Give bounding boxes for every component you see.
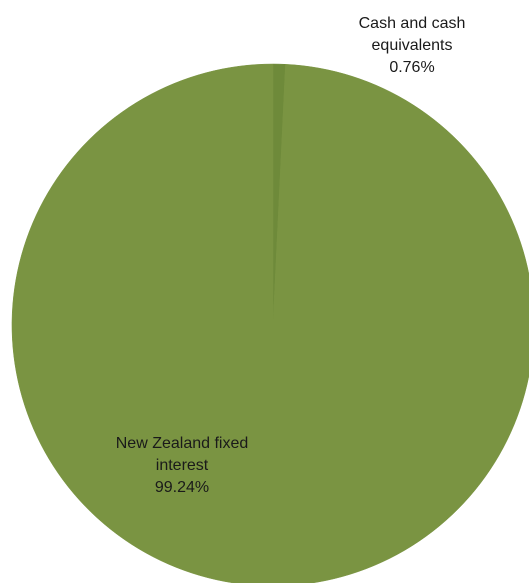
pie-slice-new-zealand-fixed-interest	[11, 63, 529, 583]
data-label-line: New Zealand fixed	[116, 435, 249, 452]
data-label-line: equivalents	[372, 37, 453, 54]
data-label-new-zealand-fixed-interest: New Zealand fixed interest 99.24%	[116, 435, 249, 496]
pie-slices	[11, 63, 529, 583]
data-label-line: 99.24%	[155, 479, 209, 496]
data-label-line: Cash and cash	[359, 15, 466, 32]
data-label-cash-and-cash-equivalents: Cash and cash equivalents 0.76%	[359, 15, 466, 76]
data-label-line: 0.76%	[389, 59, 434, 76]
slice-labels: Cash and cash equivalents 0.76% New Zealand…	[116, 15, 466, 496]
data-label-line: interest	[156, 457, 209, 474]
